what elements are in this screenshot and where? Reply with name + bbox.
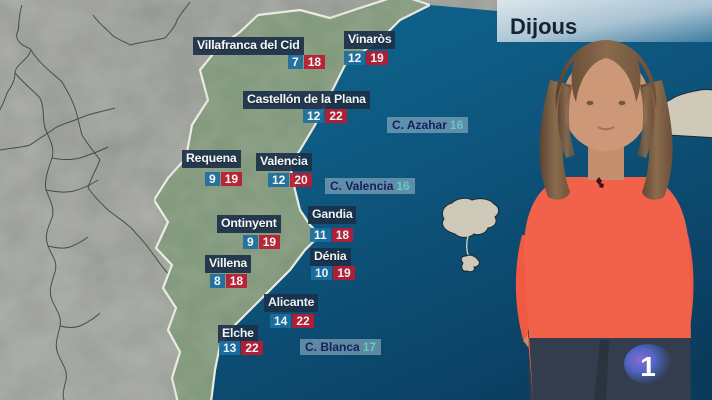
svg-text:1: 1 <box>640 351 656 382</box>
